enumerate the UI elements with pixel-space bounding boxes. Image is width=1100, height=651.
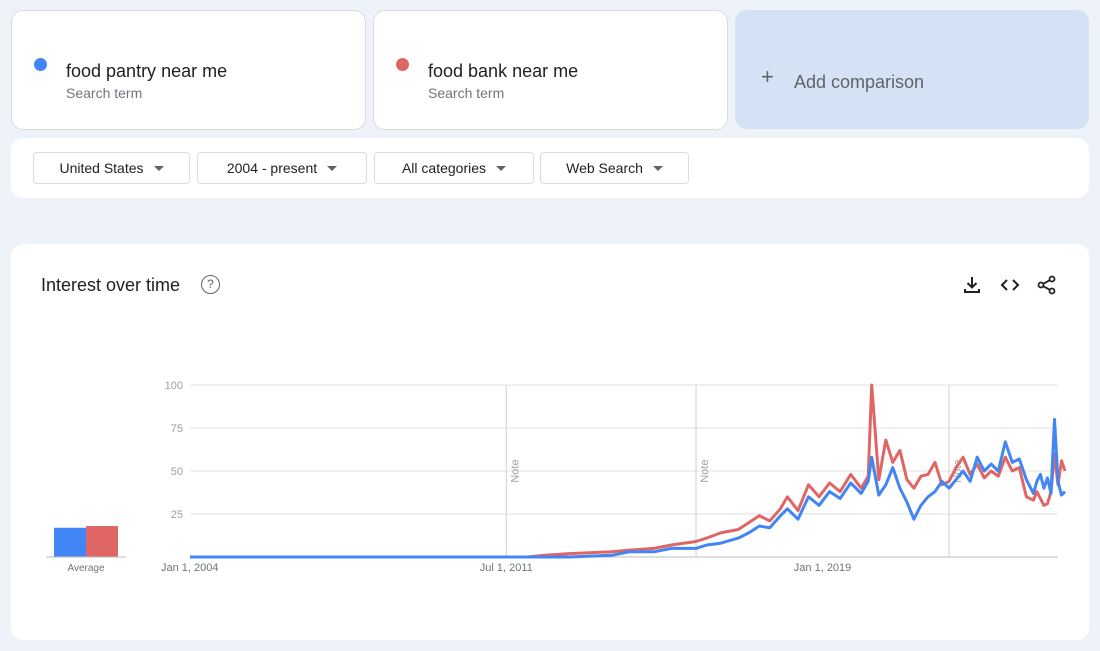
average-bar [54,527,86,557]
x-tick-label: Jul 1, 2011 [480,562,533,574]
caret-down-icon [496,165,507,171]
search-term-name: food bank near me [428,61,579,81]
note-label: Note [509,459,521,482]
time-range-dropdown[interactable]: 2004 - present [197,152,367,184]
filter-bar: United States 2004 - present All categor… [11,138,1089,198]
download-icon[interactable] [961,274,983,296]
y-tick-label: 50 [171,466,183,478]
interest-over-time-panel: Interest over time ? 25 50 75 100 Note Note No… [11,244,1089,640]
search-term-card-1[interactable]: food pantry near me Search term [11,10,366,130]
series-line-1 [190,417,1067,559]
add-comparison-label: Add comparison [794,72,925,92]
note-label: Note [952,459,964,482]
category-dropdown[interactable]: All categories [374,152,534,184]
panel-title: Interest over time [41,275,181,295]
series-line-2 [190,383,1067,559]
question-icon[interactable]: ? [201,275,220,294]
search-term-label: Search term [66,85,143,101]
series-color-dot-icon [396,58,409,71]
x-tick-label: Jan 1, 2019 [794,562,852,574]
y-tick-label: 100 [165,380,183,392]
embed-icon[interactable] [999,274,1021,296]
search-term-card-2[interactable]: food bank near me Search term [373,10,728,130]
y-tick-label: 25 [171,509,183,521]
plus-icon: + [761,64,774,89]
search-term-label: Search term [428,85,505,101]
time-range-value: 2004 - present [226,160,318,176]
caret-down-icon [327,165,338,171]
share-icon[interactable] [1036,274,1058,296]
average-bar [86,526,118,557]
interest-chart: 25 50 75 100 Note Note Note Jan 1, 2004 Jul 1, 2… [46,380,1067,574]
add-comparison-button[interactable]: + Add comparison [735,10,1089,129]
caret-down-icon [153,165,164,171]
caret-down-icon [652,165,663,171]
search-type-dropdown[interactable]: Web Search [540,152,689,184]
region-dropdown[interactable]: United States [33,152,190,184]
region-value: United States [59,160,144,176]
search-term-name: food pantry near me [66,61,228,81]
series-color-dot-icon [34,58,47,71]
search-type-value: Web Search [566,160,643,176]
note-label: Note [699,459,711,482]
category-value: All categories [401,160,487,176]
x-tick-label: Jan 1, 2004 [161,562,219,574]
average-label: Average [67,563,105,574]
y-tick-label: 75 [171,423,183,435]
